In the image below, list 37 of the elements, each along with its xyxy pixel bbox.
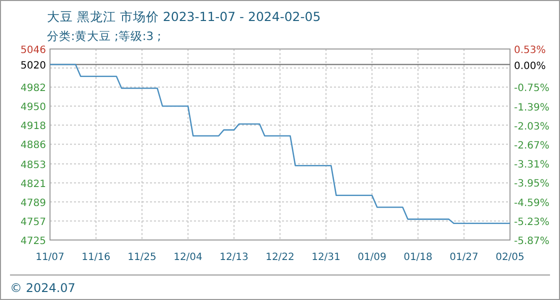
y2-tick-label: -0.75%	[514, 83, 550, 94]
x-tick-label: 12/31	[312, 252, 340, 263]
y2-tick-label: -5.87%	[514, 236, 550, 247]
x-tick-label: 01/27	[450, 252, 478, 263]
y-tick-label: 5046	[20, 45, 46, 56]
chart-title: 大豆 黑龙江 市场价 2023-11-07 - 2024-02-05	[47, 9, 321, 24]
x-tick-label: 01/09	[358, 252, 386, 263]
y2-tick-label: -2.67%	[514, 140, 550, 152]
y-tick-label: 4789	[20, 198, 46, 209]
y2-tick-label: -4.59%	[514, 198, 550, 209]
x-tick-label: 01/18	[404, 252, 432, 263]
y2-tick-label: -3.95%	[514, 178, 550, 190]
y-tick-label: 4886	[20, 140, 46, 152]
x-tick-label: 12/13	[220, 252, 248, 263]
y-tick-label: 4950	[20, 102, 46, 114]
y-tick-label: 4757	[20, 216, 46, 228]
y-tick-label: 4725	[20, 236, 46, 247]
y-tick-label: 4982	[20, 83, 46, 94]
y2-tick-label: 0.00%	[514, 60, 546, 72]
chart-subtitle: 分类:黄大豆 ;等级:3 ;	[47, 29, 162, 43]
y2-tick-label: -2.03%	[514, 121, 550, 132]
x-tick-label: 11/16	[82, 252, 110, 263]
y2-tick-label: -1.39%	[514, 102, 550, 114]
y2-tick-label: -3.31%	[514, 160, 550, 171]
text: © 2024.07	[10, 281, 76, 295]
y2-tick-label: -5.23%	[514, 216, 550, 228]
x-tick-label: 12/22	[266, 252, 294, 263]
y-tick-label: 4853	[20, 160, 46, 171]
y2-tick-label: 0.53%	[514, 45, 546, 56]
x-tick-label: 11/25	[128, 252, 156, 263]
line-series	[49, 64, 511, 224]
ref-line-label: 5020	[20, 60, 46, 72]
y-tick-label: 4821	[20, 178, 46, 190]
x-tick-label: 11/07	[36, 252, 64, 263]
x-tick-label: 12/04	[174, 252, 202, 263]
x-tick-label: 02/05	[496, 252, 524, 263]
y-tick-label: 4918	[20, 121, 46, 132]
